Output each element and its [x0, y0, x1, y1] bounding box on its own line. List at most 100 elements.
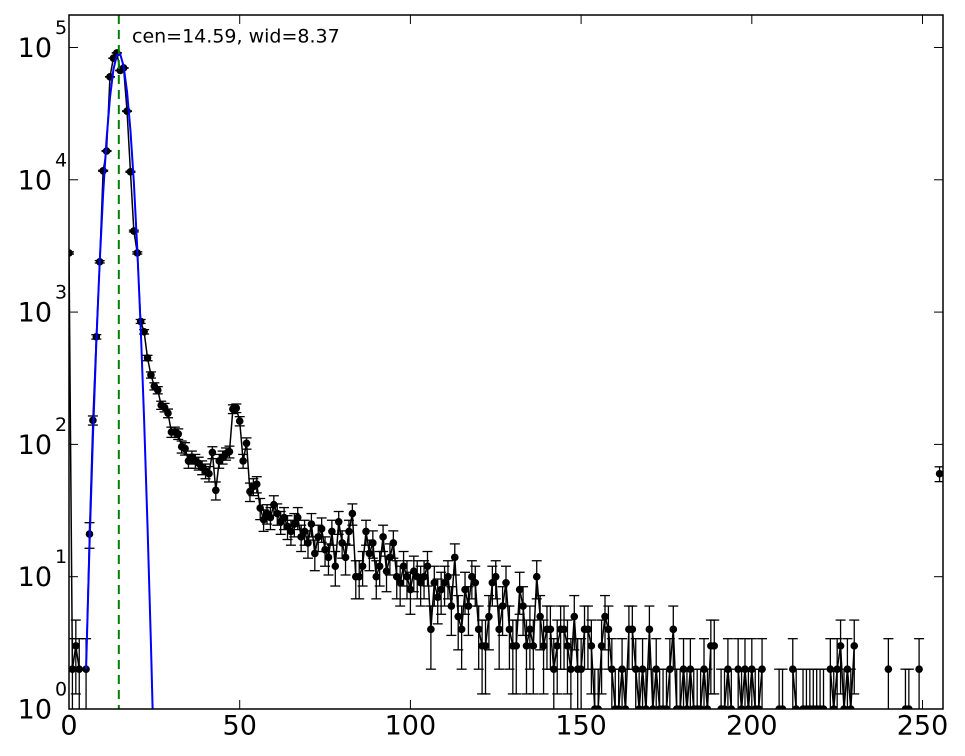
data-point: [546, 625, 555, 634]
data-point: [608, 665, 616, 673]
data-point: [833, 665, 841, 673]
data-point: [307, 520, 316, 528]
data-point: [645, 625, 654, 634]
data-point: [212, 486, 220, 495]
data-point: [567, 665, 575, 673]
data-point: [317, 525, 326, 533]
data-point: [304, 539, 312, 547]
data-point: [355, 572, 363, 581]
data-point: [140, 327, 148, 336]
data-point: [577, 665, 585, 673]
data-point: [225, 447, 234, 456]
data-point: [164, 409, 172, 418]
data-point: [635, 705, 643, 709]
data-point: [208, 448, 217, 457]
data-point: [621, 705, 630, 709]
data-point: [471, 578, 480, 587]
data-point: [324, 553, 333, 562]
data-point: [724, 665, 732, 673]
plot-area: [69, 15, 943, 709]
data-point: [266, 513, 275, 522]
data-point: [252, 480, 261, 489]
y-tick-exponent: 5: [55, 17, 67, 39]
data-point: [614, 705, 623, 709]
data-point: [358, 562, 367, 571]
data-point: [369, 539, 377, 547]
data-point: [536, 612, 544, 621]
data-point: [652, 665, 661, 673]
data-point: [450, 553, 459, 562]
data-point: [587, 642, 596, 650]
data-line: [69, 53, 940, 709]
data-point: [256, 504, 264, 512]
data-point: [69, 249, 73, 257]
data-point: [512, 642, 521, 650]
data-point: [293, 513, 302, 522]
data-point: [375, 562, 384, 571]
data-point: [290, 520, 299, 528]
data-point: [792, 705, 800, 709]
data-point: [553, 642, 562, 650]
data-point: [314, 533, 323, 541]
x-tick-label: 250: [897, 711, 949, 742]
fit-line: [85, 52, 154, 709]
y-tick-label: 10: [18, 430, 52, 461]
data-point: [143, 354, 152, 362]
y-tick-exponent: 4: [55, 149, 67, 171]
data-point: [498, 602, 507, 610]
data-point: [515, 585, 524, 594]
data-point: [311, 549, 319, 558]
data-point: [273, 509, 282, 518]
data-point: [696, 705, 705, 709]
data-point: [399, 562, 408, 571]
data-point: [638, 665, 647, 673]
data-point: [382, 567, 391, 576]
data-point: [485, 612, 493, 621]
y-tick-label: 10: [18, 165, 52, 196]
data-point: [570, 612, 579, 621]
data-point: [427, 625, 435, 634]
data-point: [522, 642, 531, 650]
data-point: [147, 371, 155, 379]
data-point: [372, 572, 381, 581]
data-point: [826, 665, 835, 673]
x-tick-label: 0: [60, 711, 77, 742]
data-point: [259, 515, 268, 524]
data-point: [338, 539, 346, 547]
data-point: [287, 527, 295, 536]
data-point: [386, 553, 394, 562]
data-point: [840, 705, 848, 709]
data-point: [662, 705, 671, 709]
data-point: [403, 572, 411, 581]
data-point: [430, 578, 439, 587]
data-point: [280, 513, 288, 522]
y-tick-exponent: 1: [55, 546, 67, 568]
data-point: [549, 665, 558, 673]
data-point: [758, 665, 766, 673]
data-point: [468, 572, 476, 581]
x-tick-label: 100: [385, 711, 437, 742]
data-point: [392, 572, 401, 581]
y-tick-exponent: 3: [55, 282, 67, 304]
data-point: [341, 553, 350, 562]
data-point: [843, 665, 852, 673]
data-point: [829, 705, 838, 709]
data-point: [631, 665, 640, 673]
y-tick-label: 10: [18, 33, 52, 64]
data-point: [440, 578, 449, 587]
data-point: [604, 625, 613, 634]
x-tick-label: 200: [726, 711, 778, 742]
y-tick-exponent: 2: [55, 414, 67, 436]
data-point: [905, 705, 913, 709]
data-point: [297, 533, 305, 541]
data-point: [584, 625, 592, 634]
x-tick-label: 150: [555, 711, 607, 742]
data-point: [444, 572, 452, 581]
data-point: [700, 665, 708, 673]
data-point: [75, 665, 84, 673]
data-point: [847, 705, 855, 709]
data-point: [703, 705, 712, 709]
data-point: [915, 665, 923, 673]
data-point: [488, 578, 497, 587]
